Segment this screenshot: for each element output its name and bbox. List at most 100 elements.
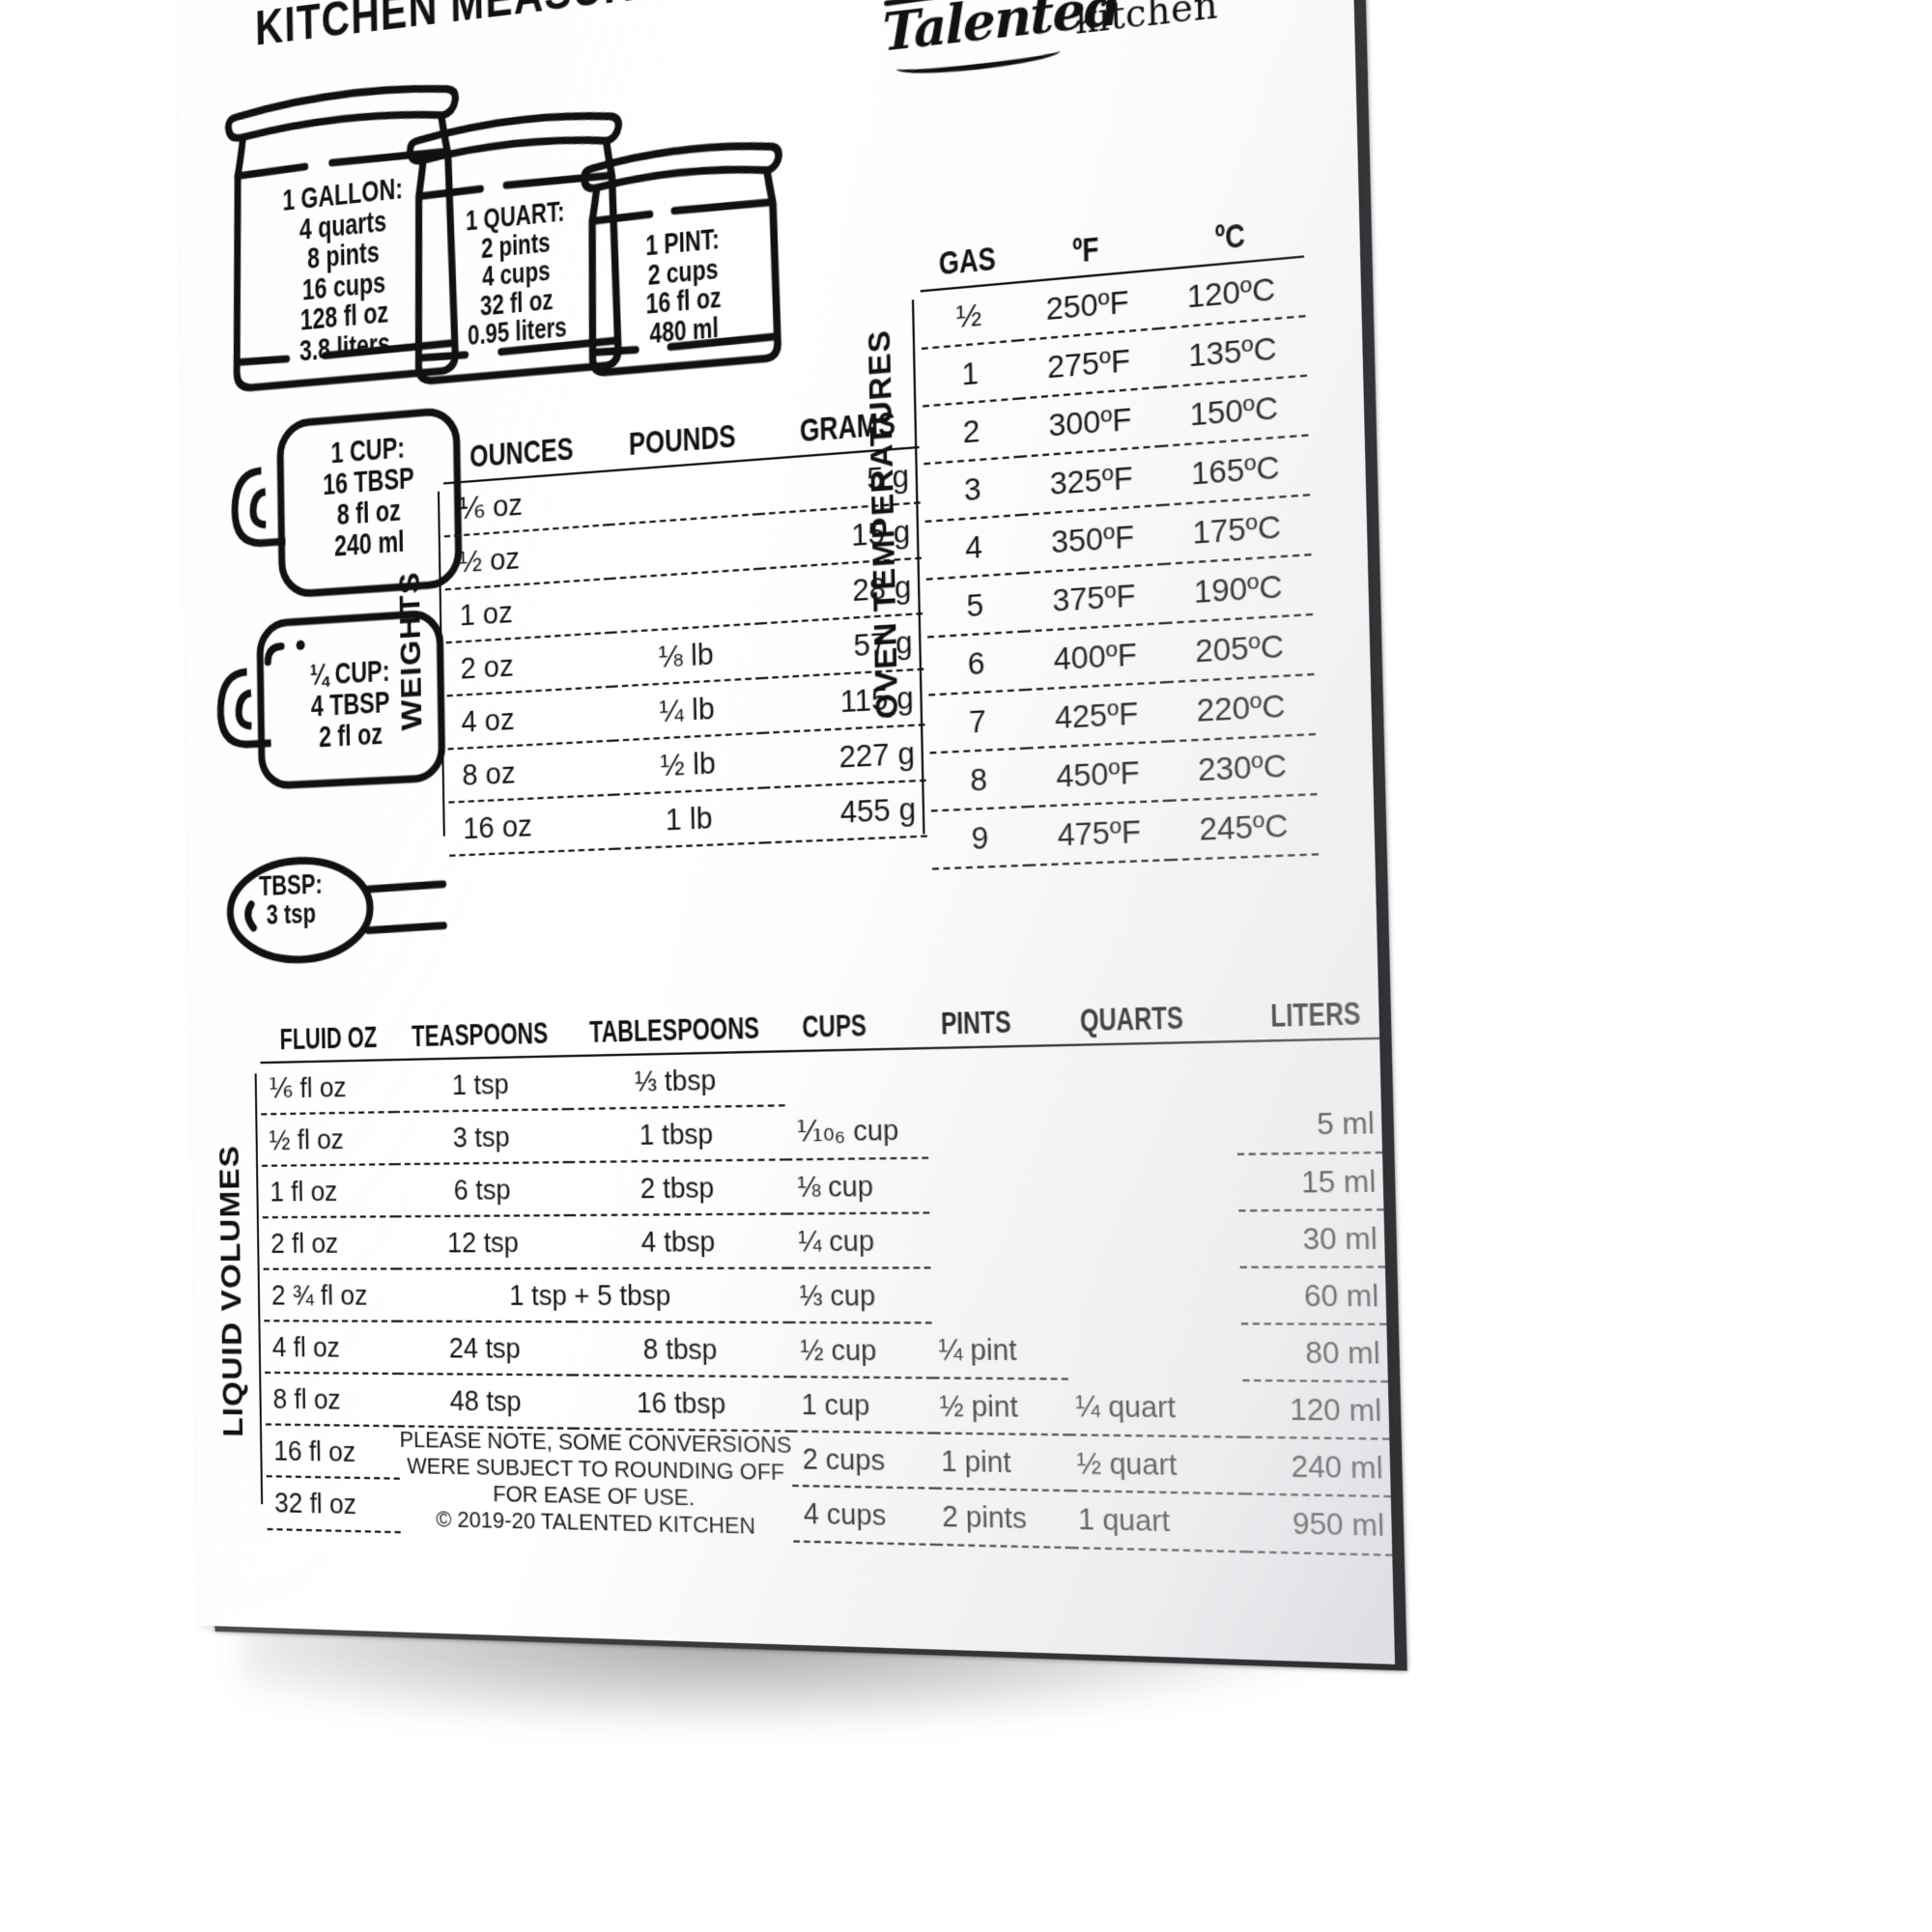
table-row: 16 fl oz PLEASE NOTE, SOME CONVERSIONS W… (265, 1424, 1391, 1539)
table-row: 4 350ºF 175ºC (924, 495, 1312, 580)
table-row: 2 fl oz 12 tsp 4 tbsp ¼ cup 30 ml (262, 1209, 1385, 1269)
tbsp-line: 3 tsp (266, 896, 317, 931)
table-row: 9 475ºF 245ºC (930, 794, 1319, 869)
cell-c: 135ºC (1158, 316, 1308, 387)
cell-floz: 2 ¾ fl oz (263, 1268, 398, 1321)
cell-quarts: 1 quart (1070, 1491, 1247, 1552)
cell-liters: 15 ml (1236, 1152, 1384, 1211)
cell-quarts: ½ quart (1069, 1435, 1245, 1494)
cell-tsp: 6 tsp (395, 1162, 571, 1217)
cell-liters: 120 ml (1242, 1379, 1390, 1439)
note-line-3: © 2019-20 TALENTED KITCHEN (436, 1506, 756, 1540)
cell-floz: 4 fl oz (264, 1321, 399, 1374)
cell-gas: 2 (923, 398, 1021, 465)
liquid-volumes-chart: LIQUID VOLUMES FLUID OZ TEASPOONS TABLES… (213, 995, 1393, 1556)
cell-tsp: 48 tsp (398, 1373, 575, 1429)
cell-quarts (1067, 1323, 1243, 1380)
liquid-col-teaspoons: TEASPOONS (392, 1016, 568, 1061)
cell-gas: 5 (925, 573, 1025, 638)
rounding-note: PLEASE NOTE, SOME CONVERSIONS WERE SUBJE… (399, 1426, 793, 1541)
cell-oz: 16 oz (448, 794, 615, 856)
liquid-body: ⅙ fl oz 1 tsp ⅓ tbsp ½ fl oz 3 tsp 1 tbs… (260, 1038, 1393, 1555)
cell-tbsp: 8 tbsp (572, 1321, 790, 1378)
cell-liters (1235, 1038, 1381, 1098)
cell-cups: 1 cup (789, 1377, 934, 1434)
cell-f: 425ºF (1025, 682, 1169, 749)
cell-f: 350ºF (1021, 504, 1165, 574)
liquid-col-quarts: QUARTS (1060, 999, 1235, 1046)
liquid-col-tablespoons: TABLESPOONS (566, 1010, 784, 1057)
pint-jar-text: 1 PINT: 2 cups 16 fl oz 480 ml (574, 216, 794, 354)
cell-cups (783, 1048, 926, 1105)
cell-liters: 5 ml (1236, 1094, 1383, 1154)
table-row: 2 ¾ fl oz 1 tsp + 5 tbsp ⅓ cup 60 ml (263, 1266, 1387, 1324)
cell-liters: 80 ml (1240, 1323, 1388, 1382)
cell-gas: 3 (923, 456, 1022, 522)
cell-cups: 4 cups (792, 1486, 936, 1545)
tbsp-text: TBSP: 3 tsp (222, 867, 360, 932)
cell-lb: ⅛ lb (611, 623, 762, 687)
tablespoon-spoon: TBSP: 3 tsp (222, 845, 449, 978)
cell-liters: 950 ml (1244, 1493, 1393, 1555)
weights-table: OUNCES POUNDS GRAMS ⅙ oz 5 g ½ oz 15 g 1 o… (442, 403, 927, 857)
cell-f: 325ºF (1020, 445, 1163, 515)
table-row: 1 275ºF 135ºC (921, 316, 1308, 407)
cell-pints (928, 1156, 1065, 1213)
chart-board: KITCHEN MEASUREMENT CONVERSION CHARTS Ta… (176, 0, 1396, 1664)
one-cup-mug: 1 CUP: 16 TBSP 8 fl oz 240 ml (220, 398, 468, 620)
cell-liters: 30 ml (1237, 1209, 1385, 1267)
cell-floz: 16 fl oz (265, 1424, 401, 1480)
cell-floz: 1 fl oz (262, 1164, 397, 1218)
cell-pints (925, 1045, 1062, 1103)
cell-lb: ¼ lb (611, 678, 763, 741)
cell-c: 165ºC (1161, 435, 1310, 505)
cell-gas: 4 (924, 514, 1023, 580)
oven-col-fahrenheit: ºF (1015, 224, 1158, 283)
cell-lb: 1 lb (613, 787, 765, 849)
cell-cups: ⅛ cup (785, 1157, 929, 1214)
liquid-col-pints: PINTS (924, 1004, 1062, 1049)
cell-tbsp: 1 tbsp (568, 1105, 786, 1163)
liquid-col-liters: LITERS (1233, 995, 1380, 1042)
cell-tbsp: 4 tbsp (570, 1213, 788, 1269)
cell-quarts (1065, 1267, 1240, 1324)
cell-tsp-tbsp-combined: 1 tsp + 5 tbsp (396, 1267, 789, 1322)
cell-quarts (1061, 1041, 1236, 1100)
cell-lb (610, 568, 761, 633)
oven-col-gas: GAS (919, 238, 1017, 292)
cell-quarts (1063, 1097, 1237, 1156)
cell-tbsp: 2 tbsp (569, 1159, 787, 1216)
cell-g: 115 g (761, 668, 925, 733)
cell-f: 250ºF (1016, 270, 1159, 341)
cell-cups: ¼ cup (786, 1212, 931, 1268)
table-row: 2 300ºF 150ºC (923, 375, 1309, 465)
table-row: 8 450ºF 230ºC (929, 734, 1318, 811)
brand-script-text: Talented (881, 0, 1121, 65)
oven-left-rule (911, 299, 925, 835)
table-row: 7 425ºF 220ºC (928, 674, 1316, 753)
cell-f: 400ºF (1024, 623, 1167, 691)
liquid-header-row: FLUID OZ TEASPOONS TABLESPOONS CUPS PINT… (259, 995, 1380, 1064)
cell-floz: 8 fl oz (265, 1372, 400, 1427)
cell-oz: 2 oz (445, 632, 612, 696)
logo-underline-swoosh (895, 41, 1061, 79)
cell-pints (927, 1101, 1064, 1158)
cell-tbsp: ⅓ tbsp (567, 1051, 785, 1110)
cell-lb (609, 514, 760, 580)
chart-board-wrapper: KITCHEN MEASUREMENT CONVERSION CHARTS Ta… (176, 0, 1407, 1671)
cell-f: 450ºF (1026, 741, 1170, 808)
table-row: 3 325ºF 165ºC (923, 435, 1310, 522)
cell-pints: ¼ pint (931, 1322, 1068, 1379)
page-title-text: KITCHEN MEASUREMENT CONVERSION CHARTS (255, 0, 1325, 57)
cell-c: 220ºC (1166, 674, 1316, 742)
cell-f: 475ºF (1028, 800, 1172, 866)
cell-tsp: 3 tsp (394, 1109, 570, 1165)
cell-c: 190ºC (1164, 554, 1313, 624)
oven-temperatures-chart: OVEN TEMPERATURES GAS ºF ºC ½ 250ºF 120ºC … (863, 211, 1319, 870)
cell-tsp: 24 tsp (397, 1321, 574, 1376)
weights-chart: WEIGHTS OUNCES POUNDS GRAMS ⅙ oz 5 g ½ oz… (393, 403, 927, 857)
pint-jar: 1 PINT: 2 cups 16 fl oz 480 ml (573, 115, 795, 381)
cell-quarts: ¼ quart (1067, 1378, 1244, 1437)
cell-f: 300ºF (1018, 386, 1162, 457)
cell-c: 245ºC (1169, 794, 1319, 861)
